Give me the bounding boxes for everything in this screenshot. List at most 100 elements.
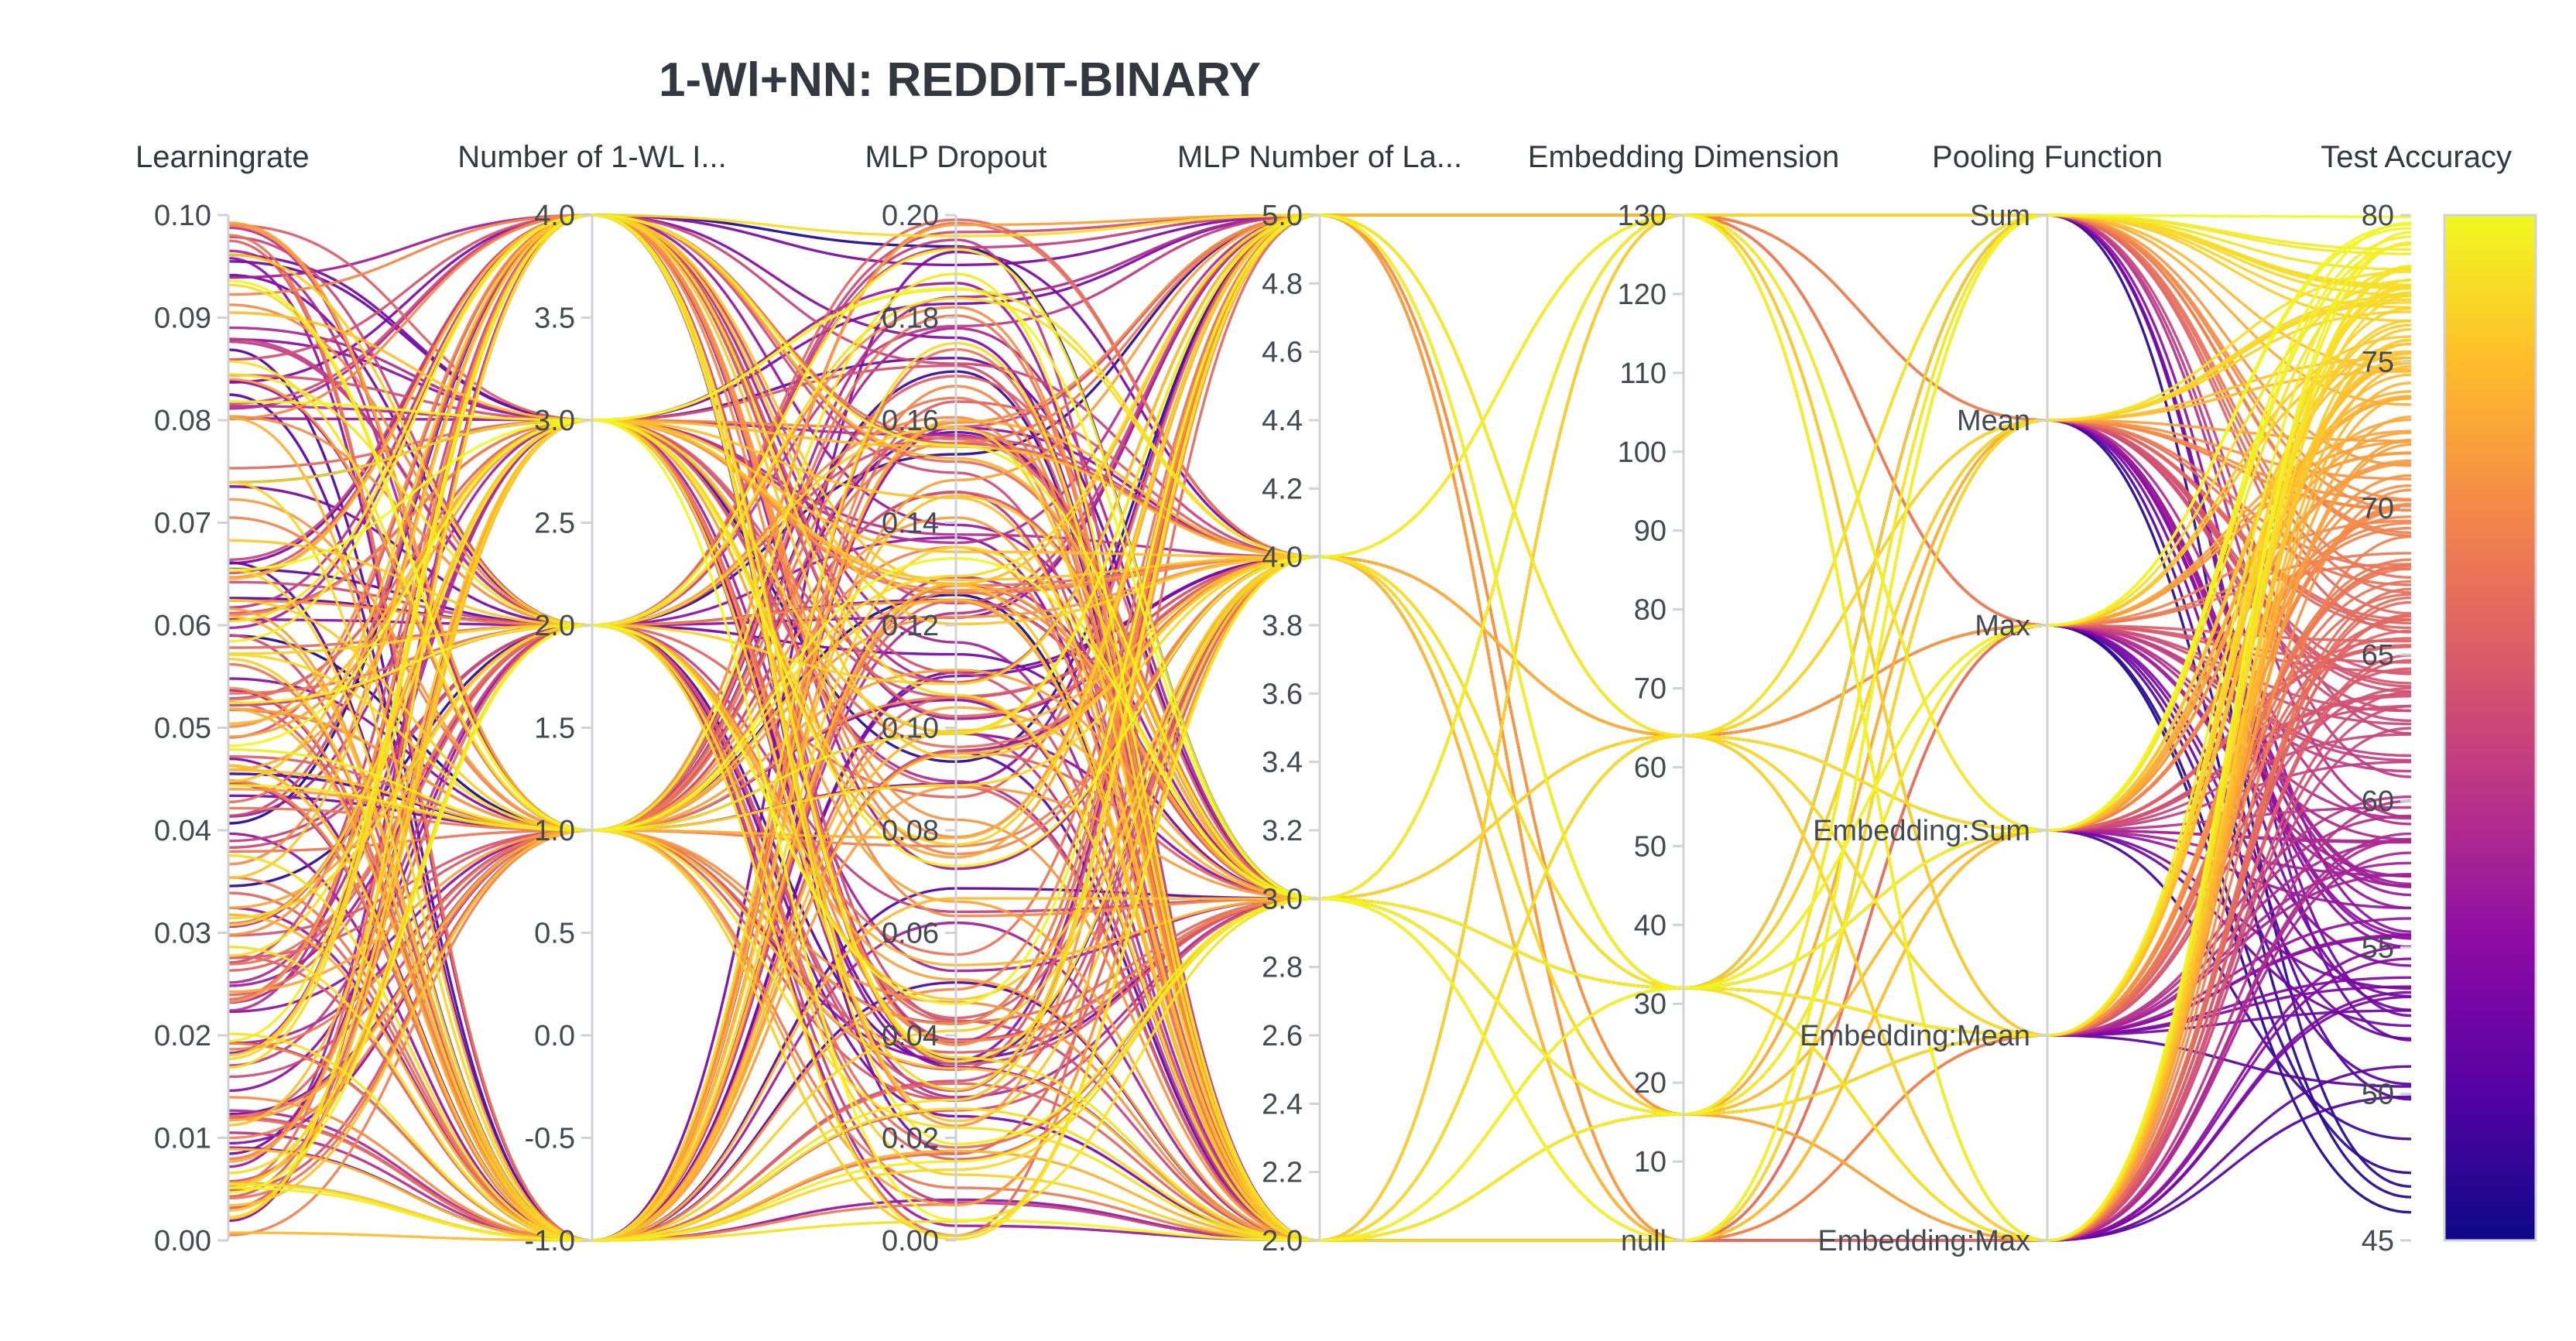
data-line — [228, 301, 2412, 1242]
data-line — [228, 214, 2412, 832]
tick-label: 0.04 — [154, 815, 211, 847]
tick-label: 1.0 — [534, 815, 575, 847]
tick-label: Embedding:Mean — [1800, 1020, 2030, 1052]
tick-label: 0.10 — [154, 200, 211, 232]
tick-label: -1.0 — [525, 1225, 575, 1257]
axis-title: Embedding Dimension — [1528, 140, 1839, 174]
tick-label: 0.02 — [882, 1123, 939, 1155]
tick-label: 0.16 — [882, 405, 939, 437]
axis-4: MLP Number of La... 5.0 4.8 4.6 4.4 4.2 4.0 3.8… — [1177, 140, 1462, 1257]
data-line — [228, 214, 2412, 1242]
axis-7: Test Accuracy 80 75 70 65 60 55 50 45 — [2321, 140, 2512, 1257]
data-line — [228, 214, 2412, 1242]
axis-title: MLP Number of La... — [1177, 140, 1462, 174]
tick-label: 0.05 — [154, 713, 211, 745]
tick-label: 50 — [1634, 830, 1667, 863]
tick-label: Sum — [1970, 200, 2030, 232]
axis-title: Number of 1-WL I... — [457, 140, 727, 174]
tick-label: 70 — [2362, 493, 2394, 525]
tick-label: 0.09 — [154, 303, 211, 335]
tick-label: 0.00 — [882, 1225, 939, 1257]
tick-label: 2.2 — [1262, 1157, 1303, 1189]
tick-label: 0.07 — [154, 508, 211, 540]
axis-title: Learningrate — [135, 140, 310, 174]
tick-label: 3.5 — [534, 303, 575, 335]
tick-label: 3.0 — [1262, 883, 1303, 915]
tick-label: 4.2 — [1262, 473, 1303, 505]
tick-label: 2.4 — [1262, 1088, 1303, 1120]
tick-label: Embedding:Sum — [1813, 815, 2030, 847]
axis-3: MLP Dropout 0.20 0.18 0.16 0.14 0.12 0.10 0.08 0… — [865, 140, 1047, 1257]
tick-label: 0.02 — [154, 1020, 211, 1052]
tick-label: 1.5 — [534, 713, 575, 745]
tick-label: 10 — [1634, 1146, 1667, 1179]
tick-label: 110 — [1619, 357, 1667, 390]
tick-label: Max — [1975, 610, 2030, 642]
tick-label: 3.2 — [1262, 815, 1303, 847]
tick-label: 0.10 — [882, 713, 939, 745]
tick-label: 0.08 — [154, 405, 211, 437]
data-line — [228, 214, 2412, 1242]
axis-title: MLP Dropout — [865, 140, 1047, 174]
tick-label: 4.0 — [1262, 542, 1303, 574]
tick-label: 0.06 — [154, 610, 211, 642]
tick-label: 0.12 — [882, 610, 939, 642]
tick-label: 20 — [1634, 1067, 1667, 1100]
tick-label: 0.06 — [882, 918, 939, 950]
tick-label: 0.03 — [154, 918, 211, 950]
tick-label: 55 — [2362, 932, 2394, 964]
tick-label: 4.8 — [1262, 268, 1303, 300]
axis-5: Embedding Dimension 130 120 110 100 90 80 70 60 5… — [1528, 140, 1839, 1257]
tick-label: 130 — [1618, 200, 1667, 232]
tick-label: 0.01 — [154, 1123, 211, 1155]
tick-label: 0.5 — [534, 918, 575, 950]
tick-label: 3.8 — [1262, 610, 1303, 642]
tick-label: 3.4 — [1262, 747, 1303, 779]
tick-label: 60 — [1634, 751, 1667, 784]
tick-label: 2.8 — [1262, 952, 1303, 984]
tick-label: 5.0 — [1262, 200, 1303, 232]
axis-title: Test Accuracy — [2321, 140, 2512, 174]
axes-layer: Learningrate0.100.090.080.070.060.050.04… — [135, 140, 2537, 1257]
axis-6: Pooling Function Sum Mean Max Embedding:Sum E… — [1800, 140, 2163, 1257]
tick-label: 90 — [1634, 515, 1667, 548]
tick-label: 0.0 — [534, 1020, 575, 1052]
tick-label: 30 — [1634, 988, 1667, 1021]
tick-label: 4.6 — [1262, 337, 1303, 369]
tick-label: Mean — [1957, 405, 2030, 437]
tick-label: 2.5 — [534, 508, 575, 540]
tick-label: 0.04 — [882, 1020, 939, 1052]
colorbar-frame — [2443, 214, 2537, 1242]
tick-label: 65 — [2362, 639, 2394, 672]
tick-label: 60 — [2362, 785, 2394, 818]
tick-label: 4.0 — [534, 200, 575, 232]
chart-title: 1-Wl+NN: REDDIT-BINARY — [659, 53, 1261, 107]
tick-label: null — [1621, 1225, 1667, 1257]
tick-label: 80 — [1634, 594, 1667, 627]
tick-label: 40 — [1634, 909, 1667, 942]
tick-label: 80 — [2362, 200, 2394, 232]
tick-label: 70 — [1634, 673, 1667, 706]
tick-label: 3.0 — [534, 405, 575, 437]
tick-label: 50 — [2362, 1079, 2394, 1111]
tick-label: 0.14 — [882, 508, 939, 540]
tick-label: 2.0 — [1262, 1225, 1303, 1257]
tick-label: 75 — [2362, 346, 2394, 378]
tick-label: 100 — [1618, 436, 1667, 469]
tick-label: 0.00 — [154, 1225, 211, 1257]
tick-label: 3.6 — [1262, 678, 1303, 710]
tick-label: 0.18 — [882, 303, 939, 335]
axis-title: Pooling Function — [1932, 140, 2163, 174]
tick-label: 120 — [1618, 279, 1667, 311]
axis-2: Number of 1-WL I... 4.0 3.5 3.0 2.5 2.0 1.5 1.0… — [457, 140, 727, 1257]
tick-label: 4.4 — [1262, 405, 1303, 437]
tick-label: -0.5 — [525, 1123, 575, 1155]
tick-label: 2.0 — [534, 610, 575, 642]
tick-label: 45 — [2362, 1225, 2394, 1257]
axis-1: Learningrate 0.10 0.09 0.08 0.07 0.06 0.05 0.04… — [135, 140, 310, 1257]
tick-label: 0.20 — [882, 200, 939, 232]
tick-label: Embedding:Max — [1817, 1225, 2030, 1257]
tick-label: 2.6 — [1262, 1020, 1303, 1052]
